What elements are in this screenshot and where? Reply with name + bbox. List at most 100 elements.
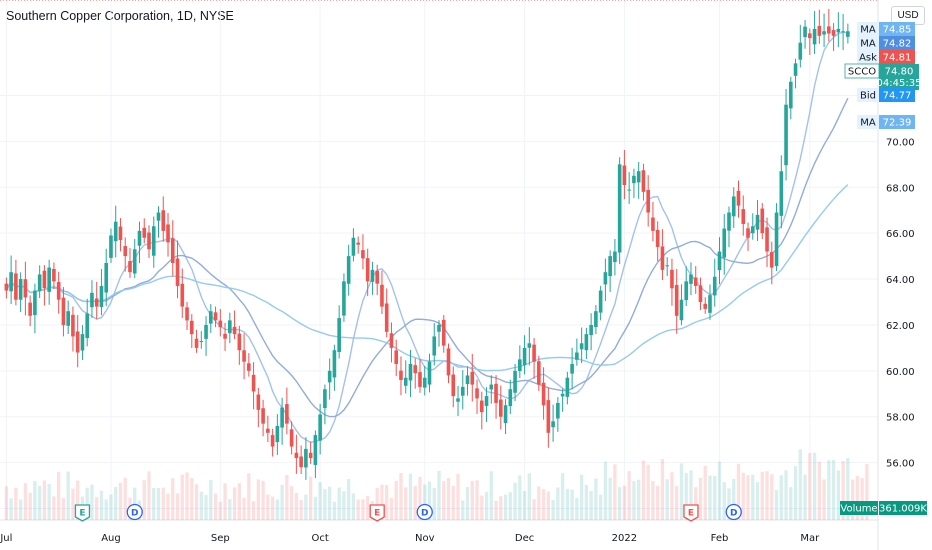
candle-body (175, 258, 180, 286)
volume-bar (427, 481, 432, 520)
candle-body (798, 42, 803, 60)
volume-bar (746, 475, 750, 520)
candle-body (831, 30, 836, 36)
candle-body (346, 256, 351, 284)
volume-bar (37, 486, 42, 520)
candle-body (361, 250, 365, 259)
candle-body (598, 290, 603, 313)
candle-body (104, 263, 109, 293)
volume-bar (437, 470, 441, 520)
candle-body (484, 396, 489, 406)
volume-bar (451, 485, 455, 520)
y-tick-label: 62.00 (886, 321, 915, 332)
candle-body (14, 273, 18, 300)
candle-body (90, 292, 94, 308)
ma-tag-value: 74.85 (883, 25, 912, 36)
volume-bar (461, 500, 465, 520)
ma-tag-label-box (857, 36, 879, 50)
candle-body (589, 324, 593, 336)
volume-bar (66, 471, 70, 520)
x-tick-label: Feb (711, 533, 729, 544)
candle-body (651, 217, 655, 231)
volume-bar (622, 485, 627, 520)
candle-body (304, 448, 308, 468)
candle-body (684, 281, 689, 301)
volume-bar (342, 491, 346, 520)
volume-bar (442, 481, 446, 520)
ma-tag-value: 72.39 (883, 118, 912, 129)
volume-bar (228, 499, 232, 520)
volume-bar (632, 481, 636, 520)
candle-body (308, 452, 313, 459)
x-tick-label: Jul (0, 533, 12, 544)
last-price-box (879, 64, 919, 90)
candle-body (228, 320, 232, 334)
volume-bar (494, 500, 498, 520)
volume-bar (617, 487, 622, 520)
volume-bar (52, 496, 56, 520)
ask-tag-label-box (857, 50, 879, 64)
volume-bar (727, 488, 731, 520)
candle-body (575, 352, 579, 360)
volume-bar (394, 480, 398, 520)
candle-body (793, 63, 798, 76)
volume-bar (717, 461, 722, 520)
countdown-value: 04:45:35 (877, 78, 922, 89)
candle-body (261, 408, 265, 424)
volume-bar (499, 496, 503, 520)
candle-body (808, 33, 812, 39)
volume-bar (537, 486, 541, 520)
candle-body (627, 189, 631, 191)
candle-body (109, 235, 113, 258)
volume-bar (689, 470, 693, 520)
candle-body (646, 189, 650, 213)
volume-bar (375, 487, 379, 520)
candle-body (285, 404, 289, 424)
volume-bar (589, 490, 593, 520)
volume-bar (199, 491, 203, 520)
volume-bar (171, 478, 175, 520)
last-price-value: 74.80 (885, 67, 914, 78)
volume-bar (47, 484, 51, 520)
volume-bar (251, 501, 256, 520)
volume-bar (541, 489, 546, 520)
candle-body (137, 230, 142, 246)
candle-body (189, 320, 194, 335)
candle-body (636, 171, 641, 183)
candle-body (156, 212, 161, 221)
volume-bar (808, 453, 812, 520)
candle-body (132, 249, 137, 274)
y-tick-label: 70.00 (886, 137, 915, 148)
candle-body (812, 28, 817, 45)
candle-body (736, 190, 741, 206)
volume-bar (627, 471, 631, 520)
bid-tag-label: Bid (860, 91, 876, 102)
volume-bar (803, 474, 807, 520)
ma-tag-label: MA (860, 25, 876, 36)
volume-bar (194, 484, 199, 520)
volume-bar (223, 483, 227, 520)
candle-body (622, 165, 627, 185)
volume-bar (755, 482, 760, 520)
candle-body (403, 377, 408, 386)
volume-bar (532, 499, 536, 520)
volume-bar (703, 465, 707, 520)
volume-bar (152, 487, 156, 520)
candle-body (427, 361, 432, 385)
ask-tag-value: 74.81 (883, 53, 912, 64)
volume-bar (266, 494, 270, 520)
candle-body (280, 407, 284, 428)
volume-bar (304, 494, 308, 520)
volume-bar (713, 475, 717, 520)
y-tick-label: 56.00 (886, 459, 915, 470)
candle-body (655, 229, 660, 247)
volume-bar (85, 487, 89, 520)
candle-body (674, 285, 679, 316)
candle-body (299, 456, 303, 468)
candle-body (85, 313, 90, 339)
candle-body (437, 324, 441, 332)
volume-bar (665, 479, 669, 520)
volume-bar (270, 496, 275, 520)
candle-body (94, 298, 99, 307)
